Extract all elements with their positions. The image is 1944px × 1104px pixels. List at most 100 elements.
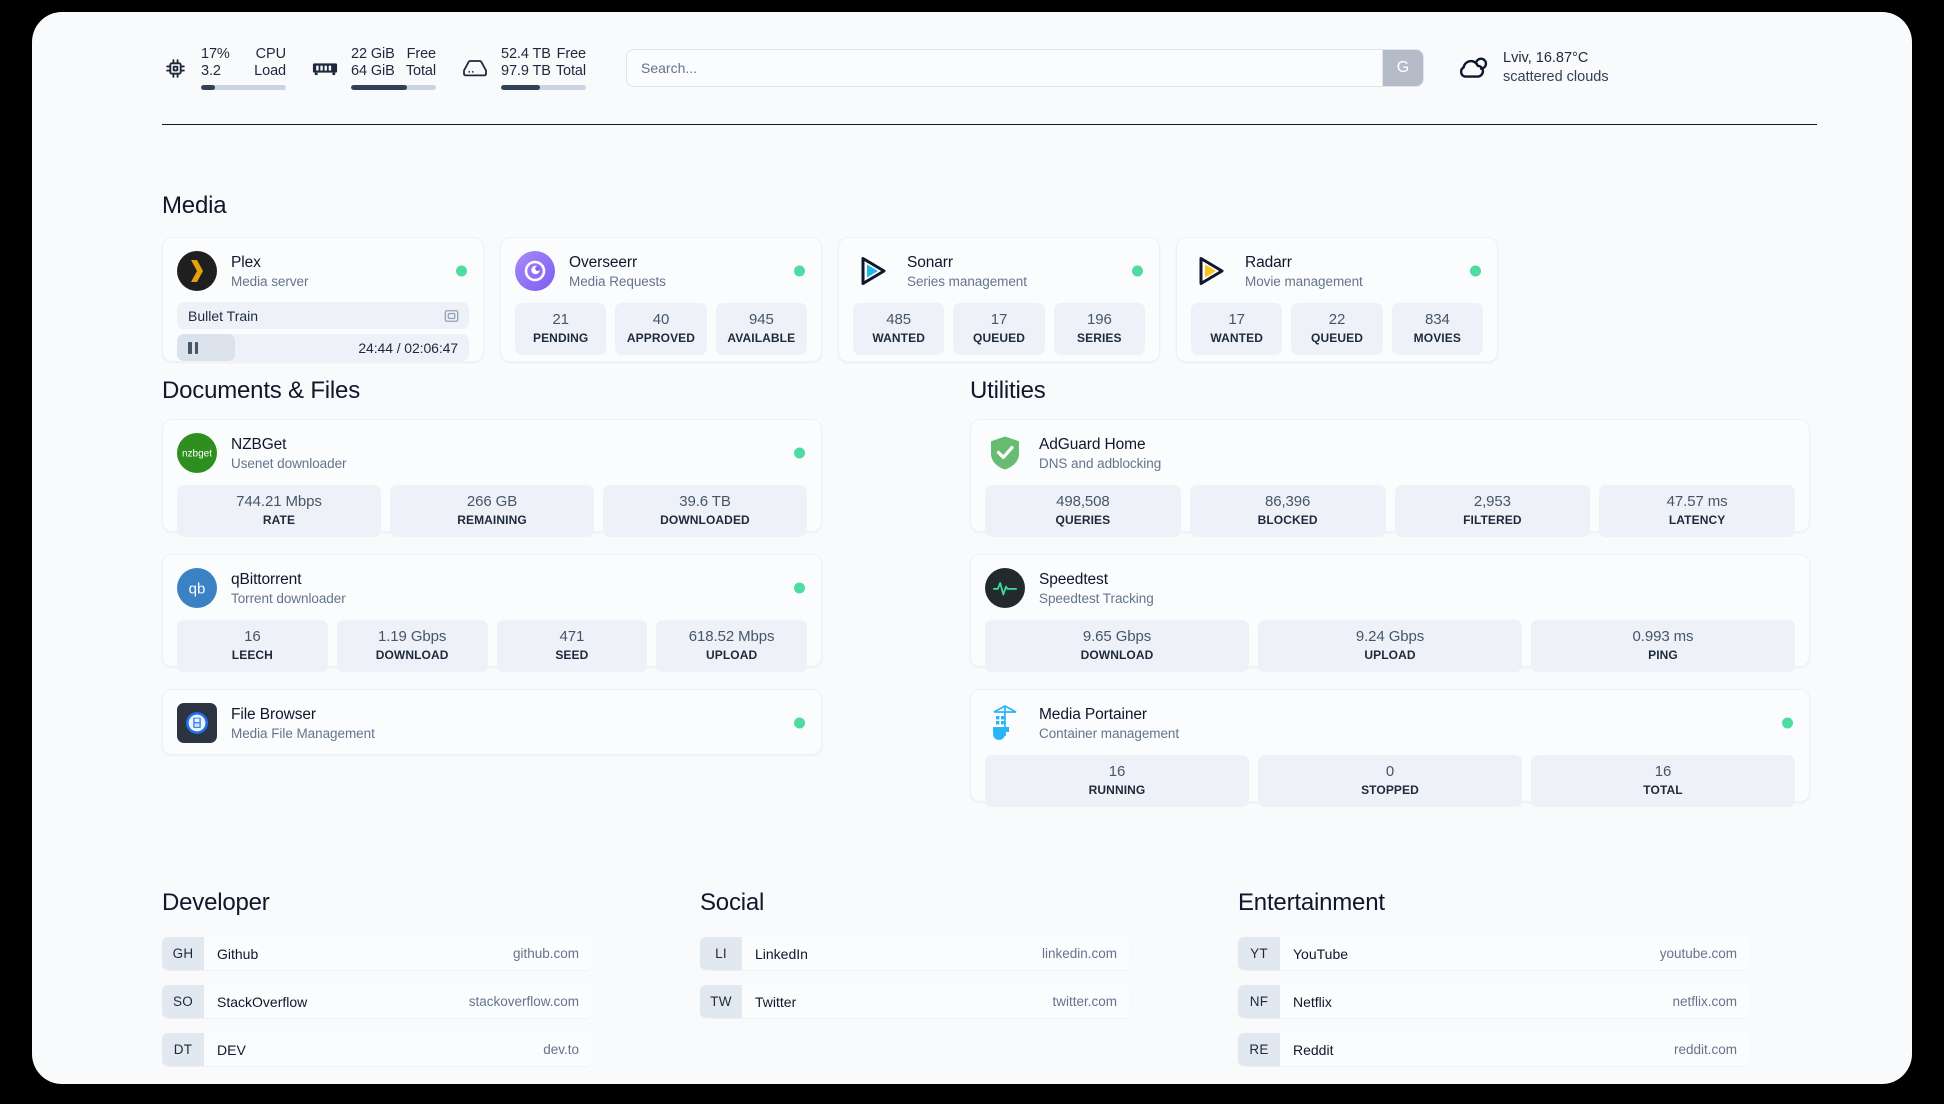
- stat-label: FILTERED: [1463, 513, 1522, 527]
- app-frame: 17% CPU 3.2 Load: [32, 12, 1912, 1084]
- bookmark-abbr: YT: [1238, 937, 1280, 970]
- stat-label: QUEUED: [1311, 331, 1363, 345]
- stat-tile: 47.57 ms LATENCY: [1599, 485, 1795, 537]
- service-description: Container management: [1039, 725, 1180, 741]
- stat-value: 16: [1108, 763, 1126, 780]
- status-indicator: [794, 582, 805, 594]
- qbittorrent-logo-icon: qb: [177, 568, 217, 608]
- radarr-logo-icon: [1191, 251, 1231, 291]
- service-card-nzbget[interactable]: nzbget NZBGet Usenet downloader 744.21 M…: [162, 419, 822, 537]
- stat-label: LEECH: [231, 648, 273, 662]
- search-submit-button[interactable]: G: [1382, 49, 1424, 87]
- overseerr-logo-icon: [515, 251, 555, 291]
- stat-label: APPROVED: [626, 331, 696, 345]
- stat-tile: 40 APPROVED: [615, 303, 707, 355]
- stat-value: 86,396: [1264, 493, 1311, 510]
- service-card-speedtest[interactable]: Speedtest Speedtest Tracking 9.65 Gbps D…: [970, 554, 1810, 672]
- stat-tile: 0.993 ms PING: [1531, 620, 1795, 672]
- service-card-adguard-home[interactable]: AdGuard Home DNS and adblocking 498,508 …: [970, 419, 1810, 537]
- search-input[interactable]: [626, 49, 1382, 87]
- stat-value: 16: [1654, 763, 1672, 780]
- stat-label: UPLOAD: [1364, 648, 1416, 662]
- bookmark-item-stackoverflow[interactable]: SO StackOverflow stackoverflow.com: [162, 985, 592, 1018]
- bookmark-abbr: LI: [700, 937, 742, 970]
- service-card-media-portainer[interactable]: Media Portainer Container management 16 …: [970, 689, 1810, 807]
- bookmark-item-dev[interactable]: DT DEV dev.to: [162, 1033, 592, 1066]
- service-card-radarr[interactable]: Radarr Movie management 17 WANTED 22 QUE…: [1176, 237, 1498, 362]
- stat-value: 9.24 Gbps: [1355, 628, 1425, 645]
- stat-value: 196: [1086, 311, 1112, 328]
- service-card-file-browser[interactable]: File Browser Media File Management: [162, 689, 822, 755]
- now-playing-progress[interactable]: 24:44 / 02:06:47: [177, 334, 469, 361]
- stat-label: QUERIES: [1055, 513, 1111, 527]
- stat-tile: 0 STOPPED: [1258, 755, 1522, 807]
- cpu-percent: 17%: [201, 46, 230, 62]
- stat-value: 498,508: [1056, 493, 1110, 510]
- bookmark-abbr: TW: [700, 985, 742, 1018]
- plex-logo-icon: [177, 251, 217, 291]
- service-stats: 17 WANTED 22 QUEUED 834 MOVIES: [1191, 303, 1483, 355]
- bookmark-name: Twitter: [755, 993, 797, 1010]
- service-stats: 9.65 Gbps DOWNLOAD 9.24 Gbps UPLOAD 0.99…: [985, 620, 1795, 672]
- stat-label: PING: [1648, 648, 1678, 662]
- bookmark-group-title-social: Social: [700, 889, 765, 916]
- stat-tile: 471 SEED: [496, 620, 648, 672]
- cpu-usage-bar: [201, 85, 286, 90]
- status-indicator: [456, 265, 467, 277]
- bookmark-group-title-developer: Developer: [162, 889, 270, 916]
- bookmark-url: stackoverflow.com: [468, 994, 579, 1009]
- section-title-utilities: Utilities: [970, 377, 1046, 404]
- svg-text:qb: qb: [189, 581, 206, 598]
- bookmark-item-netflix[interactable]: NF Netflix netflix.com: [1238, 985, 1750, 1018]
- bookmark-item-twitter[interactable]: TW Twitter twitter.com: [700, 985, 1130, 1018]
- dashboard-page: 17% CPU 3.2 Load: [32, 12, 1912, 1084]
- bookmark-item-youtube[interactable]: YT YouTube youtube.com: [1238, 937, 1750, 970]
- stat-tile: 39.6 TB DOWNLOADED: [603, 485, 807, 537]
- stat-value: 17: [1228, 311, 1245, 328]
- card-header: Media Portainer Container management: [985, 703, 1795, 743]
- service-card-sonarr[interactable]: Sonarr Series management 485 WANTED 17 Q…: [838, 237, 1160, 362]
- stat-value: 471: [559, 628, 585, 645]
- card-header: Radarr Movie management: [1191, 251, 1483, 291]
- bookmark-name: DEV: [217, 1041, 246, 1058]
- stat-value: 21: [552, 311, 569, 328]
- stat-label: STOPPED: [1361, 783, 1419, 797]
- filebrowser-logo-icon: [177, 703, 217, 743]
- stat-value: 0.993 ms: [1632, 628, 1694, 645]
- stat-label: QUEUED: [973, 331, 1025, 345]
- resource-disk: 52.4 TB Free 97.9 TB Total: [462, 46, 586, 90]
- cast-icon[interactable]: [444, 308, 459, 323]
- weather-widget[interactable]: Lviv, 16.87°C scattered clouds: [1454, 49, 1609, 87]
- bookmark-item-linkedin[interactable]: LI LinkedIn linkedin.com: [700, 937, 1130, 970]
- stat-value: 9.65 Gbps: [1082, 628, 1152, 645]
- service-card-plex[interactable]: Plex Media server Bullet Train 24:44: [162, 237, 484, 362]
- stat-value: 22: [1328, 311, 1346, 328]
- service-stats: 21 PENDING 40 APPROVED 945 AVAILABLE: [515, 303, 807, 355]
- service-name: Media Portainer: [1039, 705, 1147, 723]
- bookmark-abbr: GH: [162, 937, 204, 970]
- bookmark-item-reddit[interactable]: RE Reddit reddit.com: [1238, 1033, 1750, 1066]
- cpu-readout: 17% CPU 3.2 Load: [201, 46, 286, 90]
- stat-value: 0: [1385, 763, 1395, 780]
- stat-label: DOWNLOAD: [1080, 648, 1154, 662]
- service-name: Plex: [231, 253, 261, 271]
- stat-tile: 21 PENDING: [515, 303, 607, 355]
- stat-tile: 2,953 FILTERED: [1394, 485, 1591, 537]
- service-meta: Media Portainer Container management: [1039, 706, 1179, 741]
- cpu-load-title: Load: [254, 63, 286, 79]
- stat-value: 266 GB: [466, 493, 518, 510]
- service-card-overseerr[interactable]: Overseerr Media Requests 21 PENDING 40 A…: [500, 237, 822, 362]
- disk-usage-bar: [501, 85, 586, 90]
- service-card-qbittorrent[interactable]: qb qBittorrent Torrent downloader 16 LEE…: [162, 554, 822, 672]
- card-header: AdGuard Home DNS and adblocking: [985, 433, 1795, 473]
- bookmark-name: Netflix: [1293, 993, 1332, 1010]
- service-name: Radarr: [1245, 253, 1292, 271]
- bookmark-name: StackOverflow: [217, 993, 308, 1010]
- pause-icon[interactable]: [188, 341, 198, 354]
- card-header: Overseerr Media Requests: [515, 251, 807, 291]
- plex-now-playing: Bullet Train 24:44 / 02:06:47: [177, 302, 469, 361]
- stat-label: BLOCKED: [1257, 513, 1318, 527]
- stat-label: MOVIES: [1413, 331, 1461, 345]
- stat-value: 945: [748, 311, 774, 328]
- bookmark-item-github[interactable]: GH Github github.com: [162, 937, 592, 970]
